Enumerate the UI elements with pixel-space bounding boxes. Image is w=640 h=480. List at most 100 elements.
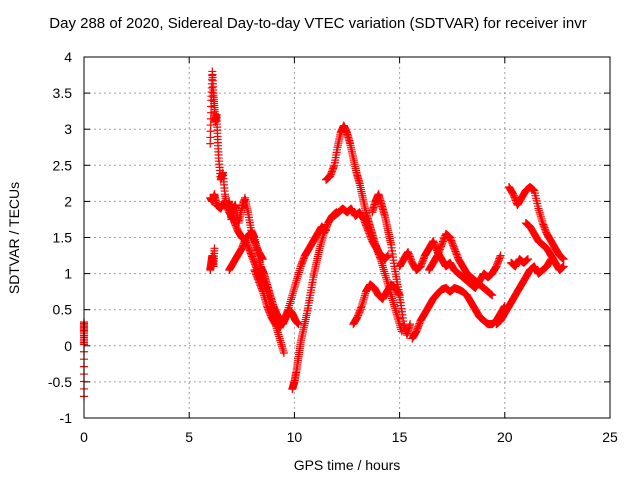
data-point	[536, 212, 545, 221]
data-point	[288, 289, 297, 298]
x-tick-label: 25	[602, 429, 618, 445]
data-point	[358, 300, 367, 309]
series-track-p	[521, 219, 568, 274]
data-point	[535, 206, 544, 215]
data-point	[394, 289, 403, 298]
data-point	[358, 297, 367, 306]
series-track-j	[349, 280, 404, 329]
data-point	[534, 204, 543, 213]
data-point	[390, 302, 399, 311]
data-point	[258, 254, 267, 263]
data-point	[291, 280, 300, 289]
series-track-g	[321, 121, 393, 264]
data-point	[508, 188, 517, 197]
data-point	[379, 263, 388, 272]
data-point	[261, 295, 270, 304]
data-point	[319, 231, 328, 240]
data-point	[275, 332, 284, 341]
data-point	[406, 320, 415, 329]
y-tick-label: 1	[64, 266, 72, 282]
series-track-h	[330, 204, 406, 336]
data-point	[394, 314, 403, 323]
data-point	[388, 294, 397, 303]
data-point	[294, 270, 303, 279]
data-point	[293, 272, 302, 281]
data-point	[296, 264, 305, 273]
data-point	[316, 242, 325, 251]
data-point	[382, 273, 391, 282]
data-point	[537, 214, 546, 223]
data-point	[376, 253, 385, 262]
x-axis-label: GPS time / hours	[294, 457, 401, 473]
data-point	[395, 291, 404, 300]
data-point	[393, 312, 402, 321]
data-point	[210, 244, 219, 253]
data-point	[488, 291, 497, 300]
data-point	[538, 216, 547, 225]
y-tick-label: 4	[64, 49, 72, 65]
data-point	[352, 314, 361, 323]
data-point	[377, 259, 386, 268]
data-point	[432, 253, 441, 262]
data-point	[318, 236, 327, 245]
data-point	[381, 271, 390, 280]
series-track-a	[206, 67, 303, 329]
data-point	[287, 293, 296, 302]
data-point	[290, 283, 299, 292]
x-tick-label: 5	[185, 429, 193, 445]
data-point	[376, 255, 385, 264]
data-point	[274, 330, 283, 339]
y-axis-label: SDTVAR / TECUs	[6, 182, 22, 294]
data-point	[389, 300, 398, 309]
data-point	[292, 276, 301, 285]
data-point	[258, 255, 267, 264]
data-point	[276, 336, 285, 345]
data-point	[394, 290, 403, 299]
data-point	[278, 318, 287, 327]
data-point	[290, 285, 299, 294]
data-point	[260, 293, 269, 302]
data-point	[289, 287, 298, 296]
data-point	[278, 342, 287, 351]
data-point	[329, 162, 338, 171]
series-track-m	[425, 229, 497, 300]
data-point	[535, 208, 544, 217]
data-point	[377, 257, 386, 266]
y-tick-label: 2	[64, 193, 72, 209]
data-point	[316, 240, 325, 249]
data-point	[317, 238, 326, 247]
data-point	[559, 262, 568, 271]
data-point	[387, 292, 396, 301]
series-track-o	[505, 182, 568, 264]
series-track-q	[507, 255, 532, 271]
x-tick-label: 15	[392, 429, 408, 445]
data-point	[491, 264, 500, 273]
data-point	[286, 297, 295, 306]
data-point	[389, 298, 398, 307]
data-point	[258, 287, 267, 296]
grid	[84, 57, 610, 418]
x-tick-label: 10	[287, 429, 303, 445]
data-point	[275, 334, 284, 343]
data-point	[357, 302, 366, 311]
x-tick-label: 20	[497, 429, 513, 445]
series-track-i	[368, 190, 415, 339]
data-point	[284, 305, 293, 314]
data-point	[318, 234, 327, 243]
data-point	[258, 286, 267, 295]
data-point	[411, 329, 420, 338]
data-point	[295, 266, 304, 275]
data-point	[285, 301, 294, 310]
data-point	[392, 308, 401, 317]
y-tick-label: -0.5	[48, 374, 72, 390]
data-point	[257, 253, 266, 262]
data-point	[388, 296, 397, 305]
data-point	[287, 295, 296, 304]
data-point	[284, 303, 293, 312]
series-track-b	[206, 190, 288, 358]
y-tick-label: 1.5	[53, 230, 73, 246]
data-point	[291, 278, 300, 287]
plot-frame	[83, 56, 611, 419]
data-point	[559, 255, 568, 264]
data-points	[80, 67, 568, 401]
